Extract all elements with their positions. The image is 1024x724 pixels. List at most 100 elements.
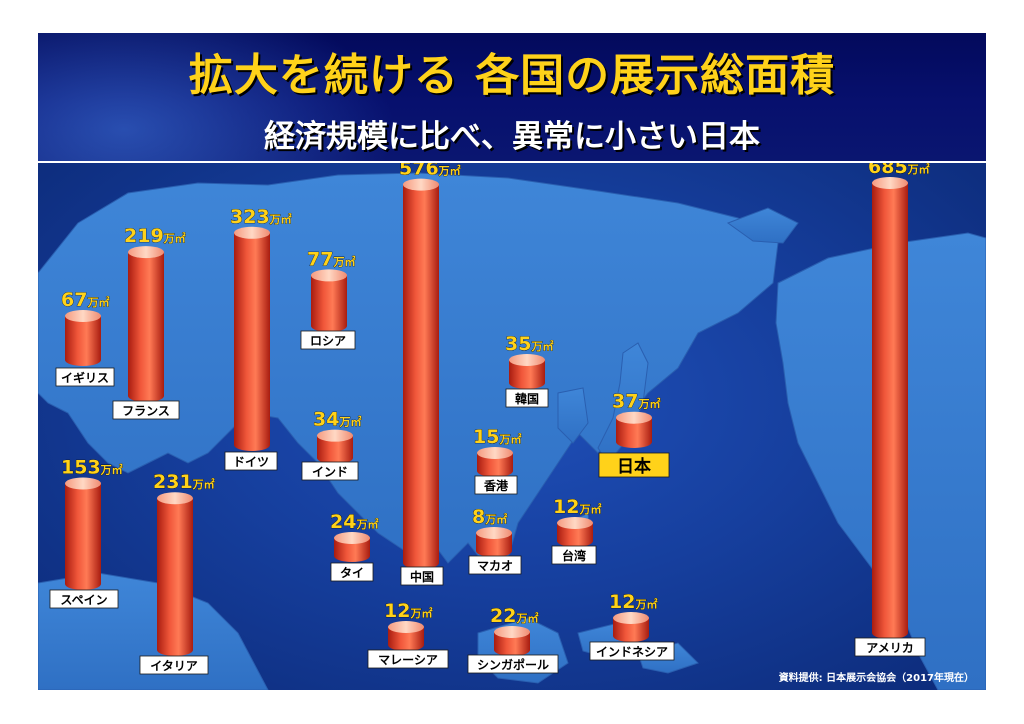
- category-label: 台湾: [562, 548, 586, 563]
- value-label: 8万㎡: [472, 506, 507, 528]
- bar-body: [476, 533, 512, 557]
- bar-top: [613, 612, 649, 624]
- category-label: マレーシア: [378, 653, 438, 667]
- bar-top: [476, 527, 512, 539]
- header-banner: 拡大を続ける 各国の展示総面積 経済規模に比べ、異常に小さい日本: [38, 33, 986, 161]
- bar-top: [65, 309, 101, 322]
- bar-body: [613, 618, 649, 642]
- bar-top: [477, 447, 513, 459]
- bar-body: [311, 275, 347, 332]
- category-label: タイ: [340, 566, 364, 580]
- category-label-box: [301, 461, 359, 481]
- bar-top: [311, 269, 347, 282]
- value-label: 34万㎡: [313, 409, 361, 431]
- category-label-box: [467, 654, 559, 674]
- category-label: フランス: [122, 404, 170, 418]
- bar-top: [616, 411, 652, 424]
- category-label: イタリア: [150, 659, 198, 673]
- category-label: 香港: [483, 478, 509, 493]
- category-label-box: [505, 388, 549, 408]
- category-label-box: [330, 562, 374, 582]
- category-label-box: [474, 475, 518, 495]
- category-label-box: [367, 649, 449, 669]
- bar-body: [128, 252, 164, 402]
- category-label: 韓国: [515, 391, 539, 406]
- category-label: スペイン: [60, 593, 107, 607]
- bar-top: [872, 177, 908, 189]
- value-label: 35万㎡: [505, 333, 553, 355]
- bar-top: [157, 492, 193, 505]
- header-glow: [38, 33, 418, 161]
- bar-body: [388, 627, 424, 651]
- source-note: 資料提供: 日本展示会協会（2017年現在）: [778, 673, 974, 684]
- bar-body: [477, 453, 513, 477]
- value-label: 24万㎡: [330, 511, 378, 533]
- value-label: 77万㎡: [307, 248, 355, 270]
- category-label: インドネシア: [596, 645, 668, 659]
- page-subtitle: 経済規模に比べ、異常に小さい日本: [264, 119, 760, 155]
- bar-body: [509, 360, 545, 389]
- value-label: 231万㎡: [153, 471, 215, 493]
- value-label: 685万㎡: [868, 163, 930, 178]
- chart-area: 67万㎡ イギリス 219万㎡ フランス 323万㎡ ドイツ 77万㎡ ロシア 153万㎡ スペイ…: [38, 163, 986, 690]
- bar-body: [334, 538, 370, 562]
- value-label: 12万㎡: [553, 496, 601, 518]
- bar-body: [557, 523, 593, 547]
- bar-top: [65, 477, 101, 490]
- bar-body: [234, 232, 270, 451]
- value-label: 323万㎡: [230, 206, 292, 228]
- category-label: アメリカ: [866, 641, 913, 655]
- category-label-box: [468, 555, 522, 575]
- category-label: ドイツ: [233, 455, 269, 469]
- bar-top: [509, 354, 545, 367]
- bar-body: [872, 183, 908, 639]
- category-label: イギリス: [61, 370, 109, 385]
- value-label: 67万㎡: [61, 289, 109, 311]
- value-label: 15万㎡: [473, 426, 521, 448]
- bar-body: [65, 483, 101, 590]
- value-label: 576万㎡: [399, 163, 461, 180]
- bar-body: [317, 435, 353, 464]
- category-label-box: [224, 451, 278, 471]
- category-label-box: [300, 330, 356, 350]
- page-title: 拡大を続ける 各国の展示総面積: [188, 50, 836, 101]
- value-label: 12万㎡: [609, 591, 657, 613]
- category-label-box: [551, 545, 597, 565]
- category-label-box: [49, 589, 119, 609]
- category-label-box: [854, 637, 926, 657]
- category-label: マカオ: [477, 559, 513, 573]
- bar-top: [234, 226, 270, 239]
- value-label: 153万㎡: [61, 456, 123, 478]
- bar-top: [317, 429, 353, 442]
- bar-top: [334, 532, 370, 544]
- category-label: インド: [312, 465, 348, 479]
- bar-top: [557, 517, 593, 529]
- category-label: 中国: [410, 569, 434, 584]
- category-label-box: [589, 641, 675, 661]
- category-label-box: [400, 566, 444, 586]
- bar-body: [65, 315, 101, 366]
- value-label: 37万㎡: [612, 391, 660, 413]
- category-label-box: [139, 655, 209, 675]
- category-label-box: [598, 452, 670, 478]
- bar-body: [494, 632, 530, 656]
- category-label-box: [112, 400, 180, 420]
- bar-body: [403, 184, 439, 569]
- bar-body: [157, 498, 193, 656]
- bar-layer: 67万㎡イギリス219万㎡フランス323万㎡ドイツ77万㎡ロシア153万㎡スペイ…: [49, 163, 930, 675]
